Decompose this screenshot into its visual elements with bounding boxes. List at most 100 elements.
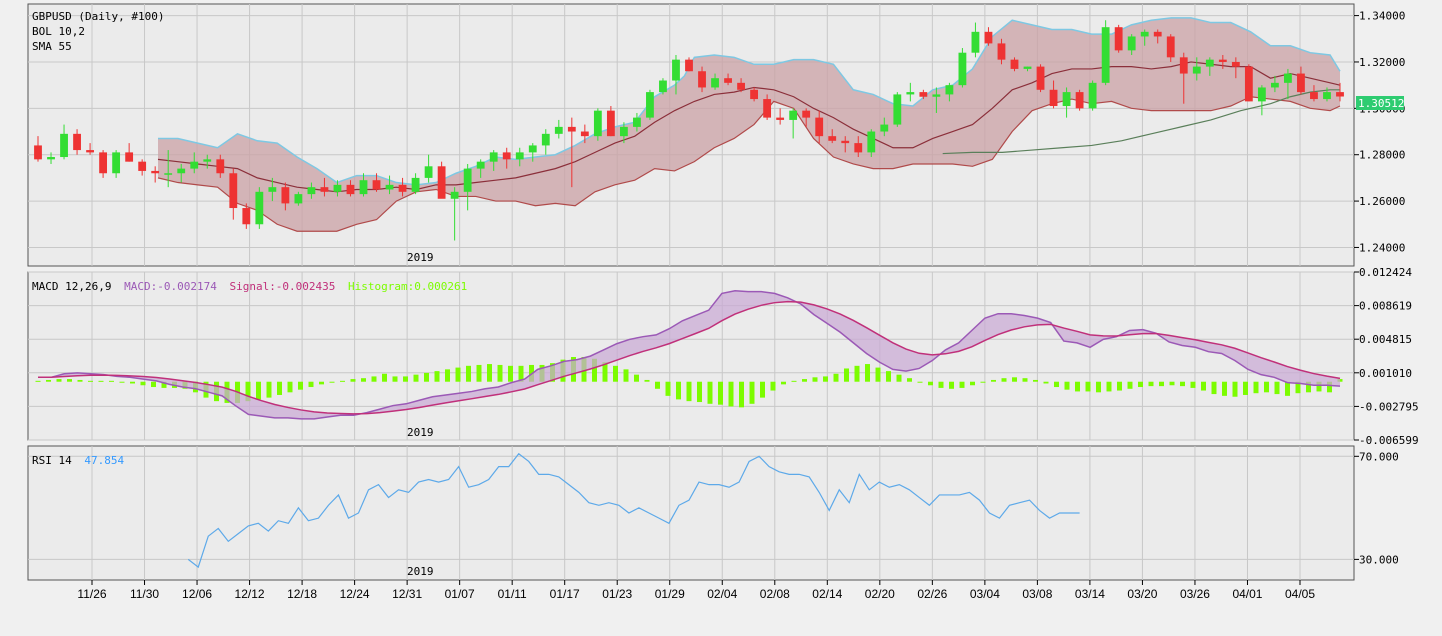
histogram-bar [1159,381,1164,387]
histogram-bar [959,381,965,388]
candle-body [685,59,693,72]
candle-body [593,110,602,137]
candle [320,177,329,197]
price-axis-label: 1.24000 [1359,241,1405,254]
candle-body [867,131,876,153]
histogram-bar [760,381,765,398]
candle-body [554,126,563,134]
histogram-bar [424,372,429,382]
candle-body [997,43,1006,60]
histogram-bar [791,380,797,382]
candle-body [828,136,837,141]
histogram-bar [1180,381,1185,387]
date-axis-label: 01/23 [602,587,632,601]
candle [112,150,121,178]
candle-body [320,187,329,192]
macd-value-label: MACD:-0.002174 [124,280,217,293]
candle [1101,20,1110,86]
candle [385,175,394,195]
candle-body [1023,66,1032,69]
candle-body [1036,66,1045,90]
candle [984,27,993,46]
macd-legend: MACD 12,26,9 MACD:-0.002174 Signal:-0.00… [32,280,467,293]
candle-body [1192,66,1201,74]
candle-body [411,177,420,192]
histogram-bar [991,379,996,382]
histogram-bar [382,373,387,382]
candle-body [294,194,303,204]
histogram-bar [98,380,104,382]
candle [411,173,420,195]
candle [34,136,42,162]
candle [60,124,68,160]
candle [971,22,980,58]
candle-body [1140,31,1149,37]
candle [47,152,55,164]
candle [1127,34,1136,56]
candle [633,112,641,132]
candle-body [776,117,785,120]
candle-body [164,173,173,175]
histogram-bar [140,381,146,386]
candle [1231,57,1240,79]
date-axis-label: 04/05 [1285,587,1315,601]
candle-body [138,161,147,171]
candle [125,143,134,162]
candle [1270,75,1279,93]
candle-body [580,131,589,137]
candle-body [203,159,212,162]
sma-55-line [942,89,1340,155]
candle [893,92,902,127]
histogram-bar [67,379,72,382]
histogram-bar [256,381,261,400]
candle-body [1075,92,1084,109]
candle [1218,55,1227,69]
candle [229,168,238,220]
candle [619,122,628,144]
histogram-bar [844,368,849,382]
candle-body [528,145,537,153]
date-axis-label: 12/12 [235,587,265,601]
histogram-bar [896,374,902,382]
histogram-bar [833,373,839,382]
candle [177,163,186,183]
candle [99,150,108,178]
candle-body [359,180,368,195]
candle [255,187,264,229]
candle [776,108,785,125]
candle [828,129,837,144]
histogram-bar [119,381,125,383]
candle [1179,52,1188,104]
candle [437,161,446,199]
candle [164,150,173,188]
candle [906,82,915,102]
candle-body [724,78,732,83]
candle [802,108,811,127]
candle-body [112,152,121,174]
candle-body [333,184,342,192]
signal-line [38,300,1341,415]
rsi-value-label: 47.854 [84,454,124,467]
candle-body [216,159,225,174]
candle [646,89,654,120]
histogram-bar [455,367,461,382]
candle [1075,89,1084,111]
candle [580,124,589,144]
candle [750,87,759,102]
candle-body [1088,82,1097,109]
candle [1088,80,1097,111]
candle-body [424,166,433,178]
histogram-bar [1169,381,1175,386]
candle [685,57,693,72]
histogram-bar [602,362,608,382]
candle [294,191,303,206]
candle [1166,34,1175,62]
candle-body [1244,66,1253,102]
histogram-bar [266,381,272,398]
rsi-line [187,452,1080,569]
candle [606,106,615,137]
candle-body [255,191,264,225]
price-axis-label: 1.34000 [1359,10,1405,23]
candle [346,180,355,197]
